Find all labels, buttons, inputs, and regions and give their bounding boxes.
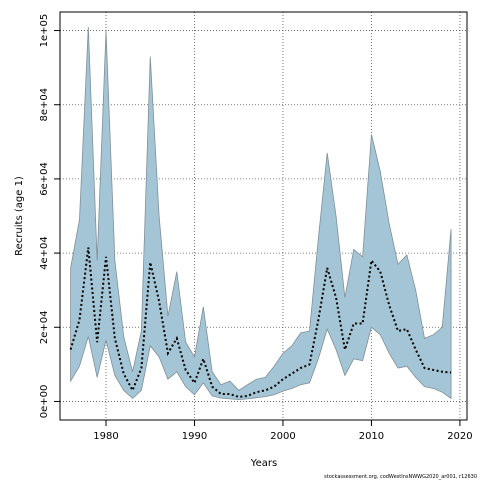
x-tick-label-2: 2000 [270, 431, 295, 442]
y-tick-label-4: 8e+04 [39, 88, 50, 122]
estimate-line [69, 247, 452, 399]
confidence-band [70, 26, 452, 401]
x-tick-label-3: 2010 [359, 431, 384, 442]
x-axis: 1980 1990 2000 2010 2020 [93, 420, 473, 442]
plot-frame [59, 11, 468, 421]
y-tick-label-5: 1e+05 [39, 14, 50, 48]
x-tick-label-1: 1990 [182, 431, 207, 442]
x-tick-label-0: 1980 [93, 431, 118, 442]
x-axis-label: Years [250, 458, 277, 469]
y-axis-label: Recruits (age 1) [14, 176, 25, 256]
y-tick-label-1: 2e+04 [39, 310, 50, 344]
y-tick-label-0: 0e+00 [39, 385, 50, 419]
y-tick-label-3: 6e+04 [39, 162, 50, 196]
x-tick-label-4: 2020 [447, 431, 472, 442]
y-tick-label-2: 4e+04 [39, 236, 50, 270]
source-note: stockassessment.org, codWestInsNWWG2020_… [324, 474, 477, 480]
y-axis: 0e+00 2e+04 4e+04 6e+04 8e+04 1e+05 [39, 14, 60, 419]
